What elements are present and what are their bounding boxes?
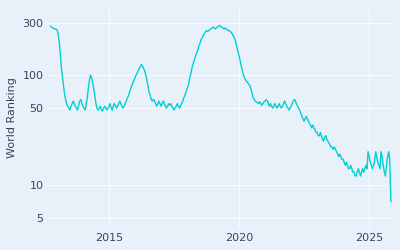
Y-axis label: World Ranking: World Ranking (7, 77, 17, 158)
